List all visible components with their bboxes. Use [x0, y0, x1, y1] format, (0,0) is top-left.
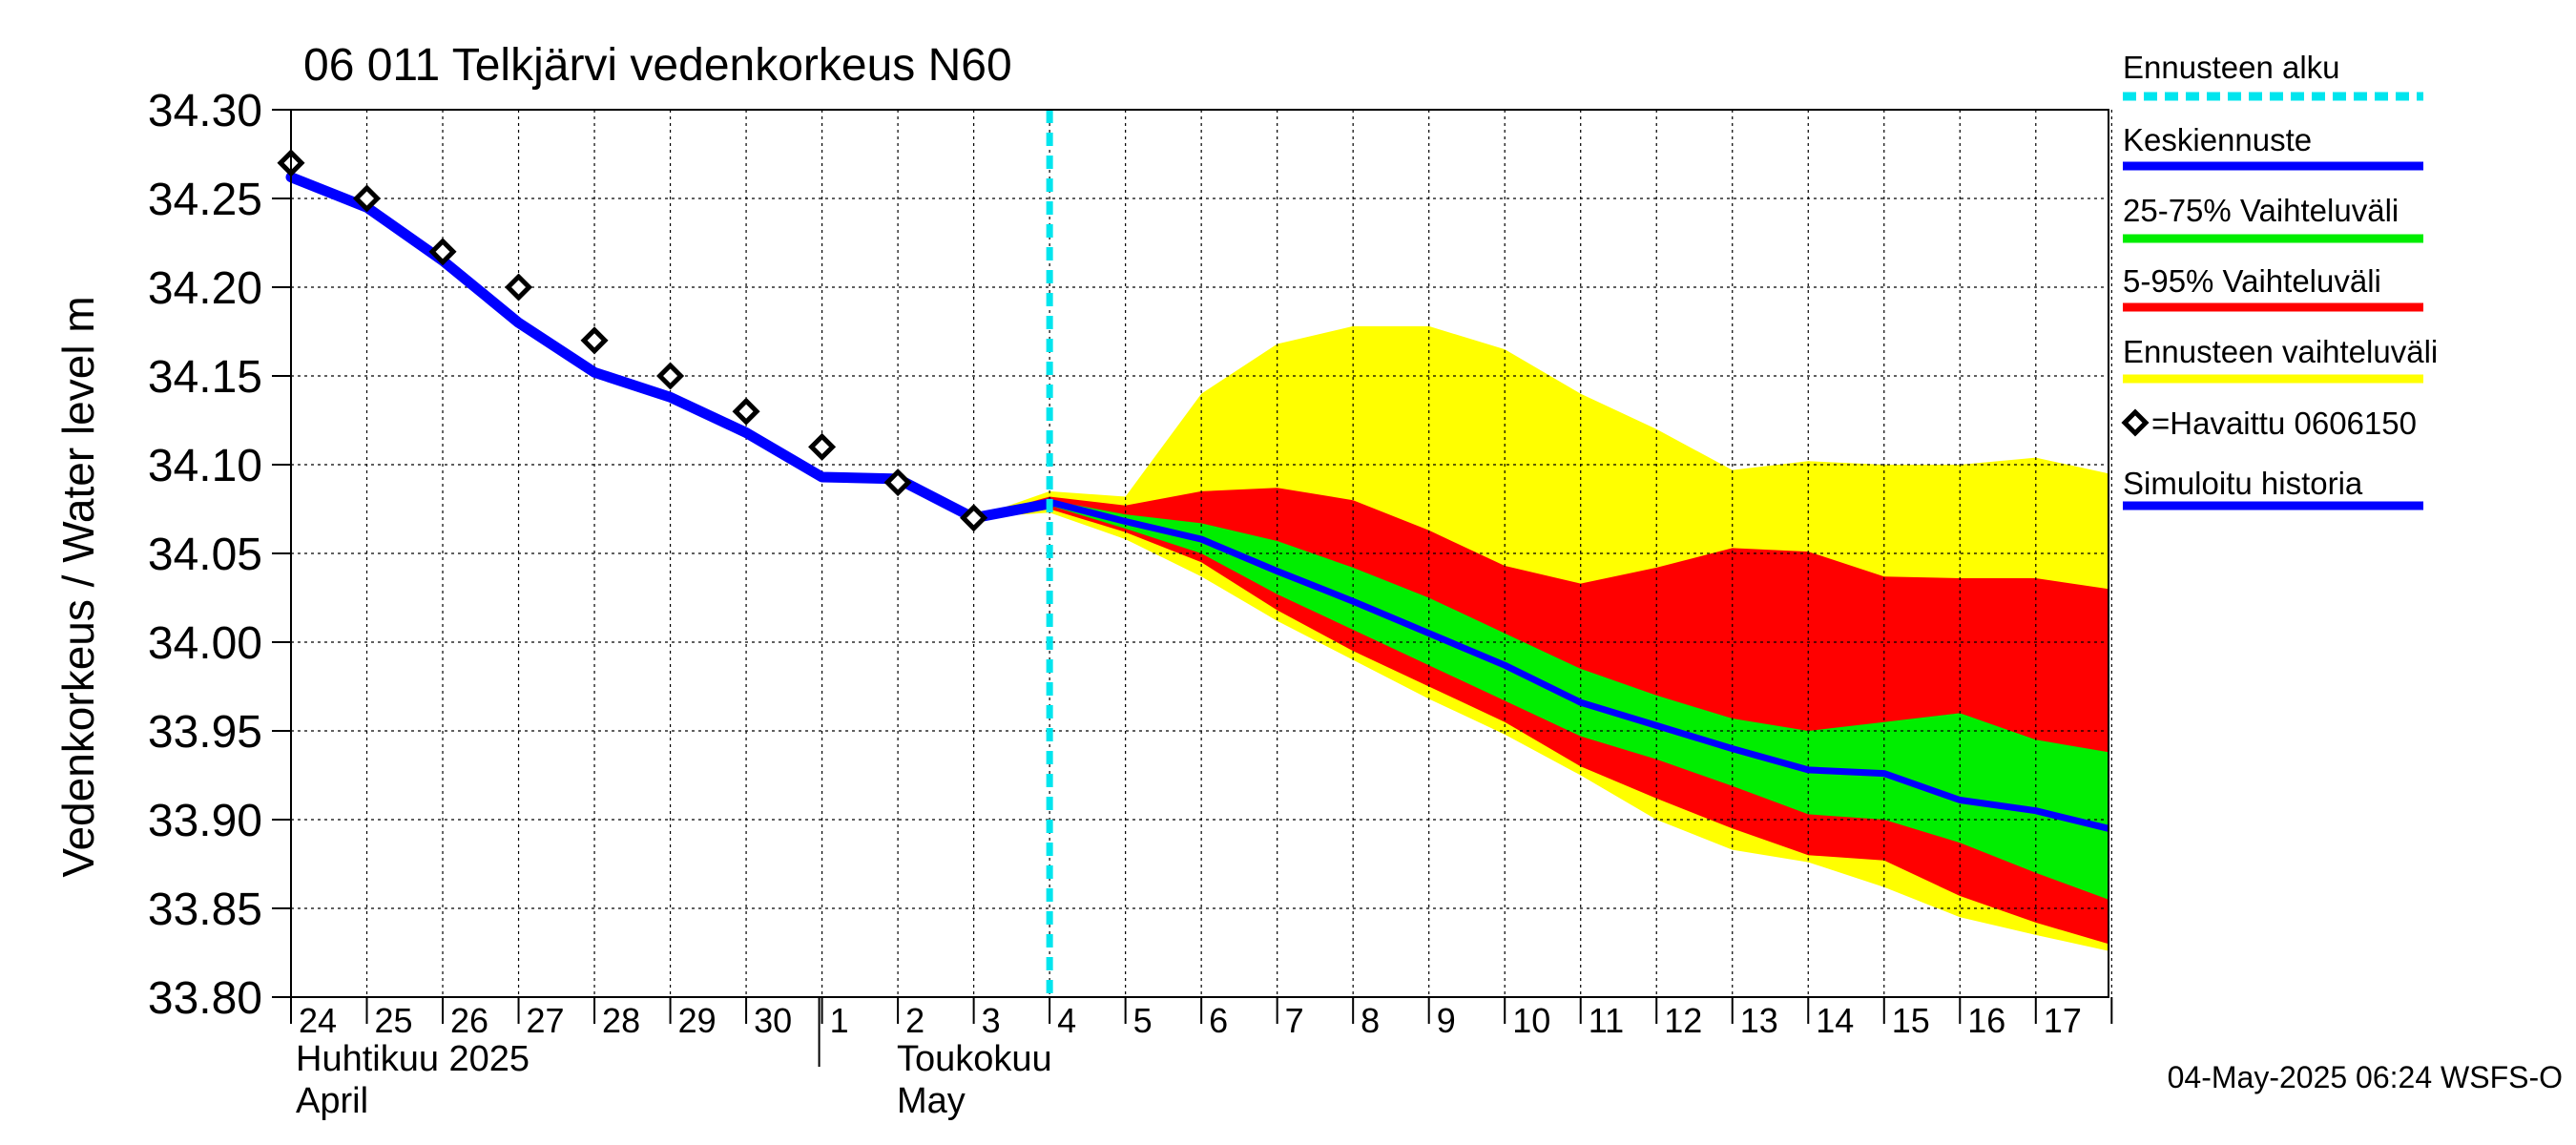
month-label-may-fi: Toukokuu	[897, 1039, 1052, 1079]
observed-point	[580, 326, 609, 355]
legend: Ennusteen alku Keskiennuste 25-75% Vaihtel…	[2121, 50, 2438, 510]
x-tick-label: 9	[1437, 1001, 1456, 1040]
x-tick-label: 3	[982, 1001, 1001, 1040]
y-axis-ticks: 33.80 33.85 33.90 33.95 34.00 34.05 34.10 34.15…	[148, 86, 291, 1024]
observed-markers	[277, 149, 988, 532]
grid	[291, 109, 2112, 998]
x-tick-label: 25	[375, 1001, 413, 1040]
x-tick-label: 27	[527, 1001, 565, 1040]
y-tick-label: 34.10	[148, 441, 262, 491]
x-tick-label: 13	[1740, 1001, 1778, 1040]
x-tick-label: 5	[1133, 1001, 1153, 1040]
chart-title: 06 011 Telkjärvi vedenkorkeus N60	[303, 40, 1012, 91]
x-tick-label: 12	[1664, 1001, 1702, 1040]
x-tick-label: 28	[602, 1001, 640, 1040]
simulated-history-line	[285, 172, 1055, 524]
legend-label: Ennusteen vaihteluväli	[2123, 334, 2438, 369]
legend-label: 25-75% Vaihteluväli	[2123, 193, 2399, 228]
x-tick-label: 16	[1967, 1001, 2005, 1040]
y-tick-label: 34.05	[148, 530, 262, 580]
x-tick-label: 1	[830, 1001, 849, 1040]
footer-timestamp: 04-May-2025 06:24 WSFS-O	[2168, 1060, 2563, 1094]
x-tick-label: 2	[905, 1001, 924, 1040]
y-tick-label: 33.90	[148, 796, 262, 846]
observed-point	[428, 238, 457, 266]
observed-point	[656, 362, 685, 390]
y-tick-label: 33.85	[148, 885, 262, 935]
legend-label: =Havaittu 0606150	[2151, 406, 2417, 441]
observed-point	[732, 397, 760, 426]
median-forecast-line	[972, 498, 2109, 832]
y-tick-label: 34.00	[148, 618, 262, 669]
y-tick-label: 34.30	[148, 86, 262, 136]
month-label-april-fi: Huhtikuu 2025	[296, 1039, 530, 1079]
observed-point	[352, 184, 382, 213]
x-tick-label: 29	[678, 1001, 717, 1040]
x-tick-label: 15	[1892, 1001, 1930, 1040]
legend-label: Simuloitu historia	[2123, 466, 2363, 501]
observed-point	[505, 273, 533, 302]
y-tick-label: 33.95	[148, 707, 262, 758]
y-axis-label: Vedenkorkeus / Water level m	[53, 296, 103, 877]
y-tick-label: 33.80	[148, 973, 262, 1024]
month-label-april-en: April	[296, 1081, 368, 1121]
x-tick-label: 30	[754, 1001, 792, 1040]
legend-label: 5-95% Vaihteluväli	[2123, 263, 2381, 299]
legend-label: Keskiennuste	[2123, 122, 2312, 157]
x-tick-label: 17	[2044, 1001, 2082, 1040]
observed-point	[960, 504, 988, 532]
legend-marker	[2121, 408, 2150, 437]
x-tick-label: 26	[450, 1001, 488, 1040]
month-label-may-en: May	[897, 1081, 966, 1121]
y-tick-label: 34.20	[148, 263, 262, 314]
observed-point	[808, 432, 837, 461]
x-tick-label: 10	[1512, 1001, 1550, 1040]
observed-point	[883, 468, 912, 497]
x-tick-label: 11	[1589, 1001, 1624, 1040]
x-axis-ticks: 24 25 26 27 28 29 30 1 2 3 4 5 6 7 8 9 10 11 12 13 14 15 16 17	[290, 997, 2113, 1067]
x-tick-label: 24	[299, 1001, 337, 1040]
x-tick-label: 7	[1285, 1001, 1304, 1040]
forecast-bands	[973, 325, 2109, 951]
x-tick-label: 4	[1057, 1001, 1076, 1040]
range-25-75-band	[973, 500, 2109, 900]
y-tick-label: 34.15	[148, 352, 262, 403]
x-tick-label: 6	[1209, 1001, 1228, 1040]
legend-label: Ennusteen alku	[2123, 50, 2340, 85]
x-tick-label: 14	[1816, 1001, 1854, 1040]
y-tick-label: 34.25	[148, 175, 262, 225]
series-lines	[285, 110, 2109, 997]
x-tick-label: 8	[1361, 1001, 1380, 1040]
